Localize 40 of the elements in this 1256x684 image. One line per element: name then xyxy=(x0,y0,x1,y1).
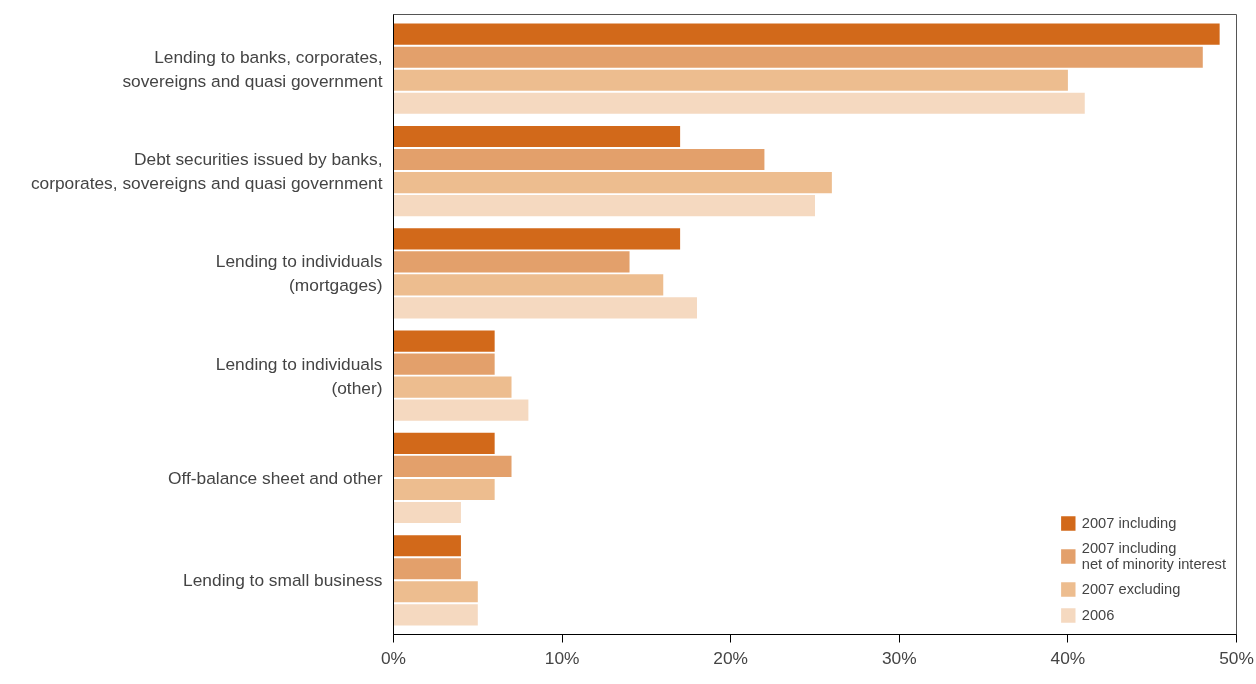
bar xyxy=(393,46,1203,68)
bar xyxy=(393,274,664,296)
legend-label: 2007 including net of minority interest xyxy=(1081,540,1226,572)
x-tick-label: 50% xyxy=(1219,647,1254,668)
bar xyxy=(393,125,681,148)
y-tick-label: Off-balance sheet and other xyxy=(168,467,383,488)
bar xyxy=(393,171,832,194)
y-tick-label: Debt securities issued by banks, corporates, sovereigns and quasi government xyxy=(30,149,383,194)
bar xyxy=(393,399,529,421)
legend-label: 2007 including xyxy=(1081,515,1177,531)
bar xyxy=(393,92,1085,114)
legend-label: 2007 excluding xyxy=(1081,581,1181,597)
bar xyxy=(393,194,815,217)
bar xyxy=(393,535,461,557)
bar xyxy=(393,455,512,478)
bar xyxy=(393,558,461,580)
bar xyxy=(393,376,512,398)
bar xyxy=(393,148,765,171)
bar xyxy=(393,251,630,273)
x-tick-label: 0% xyxy=(380,647,407,668)
y-tick-label: Lending to individuals (other) xyxy=(215,353,383,398)
bar xyxy=(393,478,495,501)
bar xyxy=(393,228,681,250)
bar xyxy=(393,501,461,524)
bar xyxy=(393,69,1068,91)
bar xyxy=(393,353,495,375)
x-tick-label: 10% xyxy=(544,647,580,668)
y-tick-label: Lending to small business xyxy=(183,570,383,591)
x-tick-label: 30% xyxy=(881,647,917,668)
bar xyxy=(393,604,478,626)
y-tick-label: Lending to banks, corporates, sovereigns and quasi government xyxy=(122,46,383,91)
legend-label: 2006 xyxy=(1081,607,1115,623)
bar xyxy=(393,581,478,603)
bar xyxy=(393,432,495,455)
bar xyxy=(393,297,697,319)
bar xyxy=(393,330,495,352)
y-tick-label: Lending to individuals (mortgages) xyxy=(215,251,383,296)
bar xyxy=(393,23,1220,45)
x-tick-label: 40% xyxy=(1050,647,1086,668)
x-tick-label: 20% xyxy=(713,647,749,668)
